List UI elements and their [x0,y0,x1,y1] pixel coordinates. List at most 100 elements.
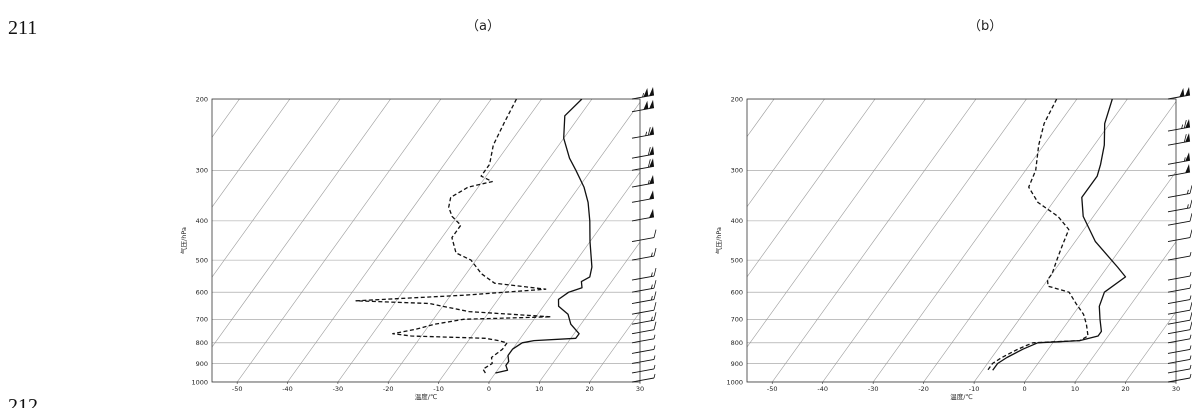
isotherm-line [771,99,977,382]
grid [419,99,1176,382]
wind-barb [631,267,657,281]
isotherm-line [469,99,673,382]
isotherm-line [872,99,1078,382]
wind-barb [631,146,655,159]
wind-barb [1167,213,1192,226]
wind-barb [631,291,657,304]
wind-barb [1167,284,1192,293]
wind-barb [631,99,655,113]
x-tick-label: 10 [1071,385,1079,393]
y-tick-label: 200 [196,95,208,103]
isotherm-line [236,99,442,382]
temperature-profile-line [495,99,593,374]
y-tick-label: 600 [731,288,743,296]
wind-barb [631,312,657,325]
y-tick-label: 900 [731,360,743,368]
wind-barb [631,190,655,203]
y-tick-label: 500 [731,256,743,264]
x-tick-label: 20 [1121,385,1129,393]
wind-barb [631,355,656,364]
x-tick-label: -10 [433,385,444,393]
isotherm-line [539,241,640,382]
wind-barb [1167,252,1192,261]
plot-frame [211,98,641,383]
isotherm-line [212,99,240,138]
isotherm-line [1074,241,1176,382]
temperature-profile-line [992,99,1127,371]
x-tick-label: -10 [969,385,980,393]
x-tick-label: 0 [487,385,491,393]
grid [0,99,640,382]
y-tick-label: 500 [196,256,208,264]
plot-frame [746,98,1177,383]
y-tick-label: 1000 [191,378,208,386]
wind-barb [631,175,655,188]
isotherm-line [1125,311,1176,382]
isotherm-line [419,99,623,382]
wind-barb [631,87,655,100]
x-tick-label: 30 [636,385,644,393]
y-tick-label: 700 [196,316,208,324]
wind-barb [1167,119,1191,132]
isotherm-line [0,99,88,382]
wind-barb [1167,133,1191,146]
x-tick-label: -50 [767,385,778,393]
wind-barb [1167,364,1192,374]
wind-barb [631,248,657,261]
isotherm-line [212,99,341,278]
isotherm-line [822,99,1027,382]
x-tick-label: -30 [333,385,344,393]
wind-barb [1167,229,1192,243]
x-tick-label: -50 [232,385,243,393]
y-tick-label: 900 [196,360,208,368]
isotherm-line [0,99,189,382]
isotherm-line [438,101,640,382]
wind-barb [1167,271,1192,281]
isotherm-line [923,99,1128,382]
y-tick-label: 200 [731,95,743,103]
y-axis-title: 气压/hPa [179,227,188,254]
wind-barb [1167,199,1192,213]
isotherm-line [0,99,38,382]
isotherm-line [0,99,139,382]
y-axis-title: 气压/hPa [714,227,723,254]
wind-barb [1167,185,1192,198]
wind-barb [1167,295,1192,304]
isotherm-line [337,99,542,382]
y-tick-label: 1000 [726,378,743,386]
isotherm-line [747,99,926,348]
wind-barb [631,208,655,222]
x-tick-label: 10 [535,385,543,393]
wind-barb [1167,164,1191,177]
panel-label: （b） [968,19,1002,34]
wind-barb [631,373,656,383]
wind-barb [631,345,656,354]
isotherm-line [287,99,492,382]
isotherm-line [488,171,640,382]
wind-barb [1167,373,1192,383]
isotherm-line [1024,171,1176,382]
x-axis-title: 温度/℃ [950,392,973,401]
isotherm-line [747,99,876,278]
wind-barb [631,158,655,171]
y-tick-label: 400 [731,217,743,225]
x-tick-label: -40 [282,385,293,393]
dewpoint-profile-line [355,99,552,374]
wind-barb [631,334,656,344]
x-tick-label: -20 [383,385,394,393]
line-number-bottom: 212 [8,395,38,408]
x-tick-label: -40 [817,385,828,393]
wind-barb [631,302,657,315]
wind-barb [631,364,656,374]
x-tick-label: -30 [868,385,879,393]
wind-barb [631,321,657,335]
x-tick-label: 30 [1172,385,1180,393]
wind-barb [631,229,657,243]
isotherm-line [747,99,825,208]
x-tick-label: -20 [918,385,929,393]
dewpoint-profile-line [987,99,1089,371]
wind-barb [631,126,655,139]
x-tick-label: 0 [1023,385,1027,393]
